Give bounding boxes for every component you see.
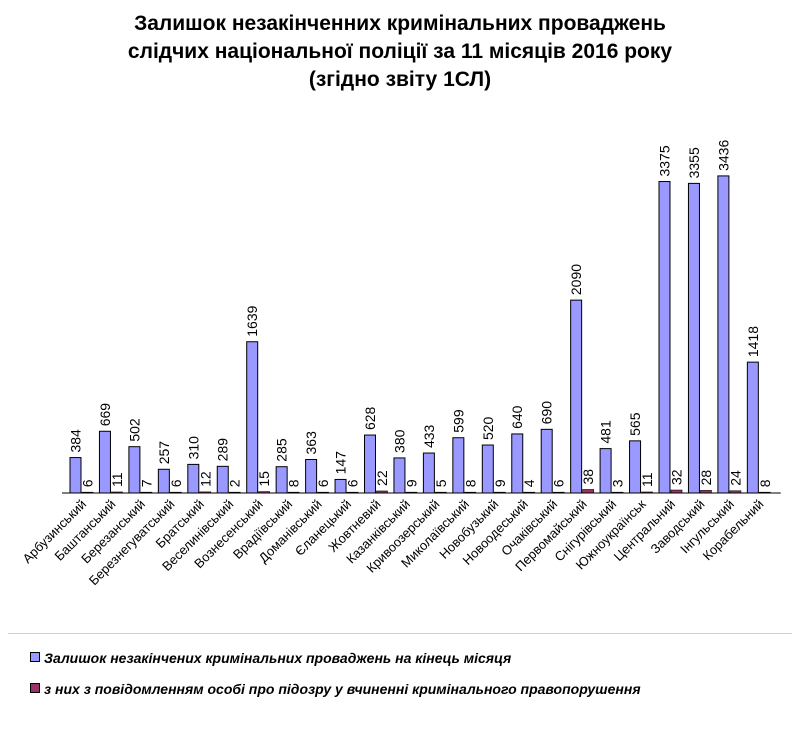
data-label-suspicion: 9 bbox=[403, 479, 419, 487]
data-label-remaining: 628 bbox=[362, 406, 378, 430]
data-label-remaining: 310 bbox=[185, 436, 201, 460]
data-label-suspicion: 11 bbox=[109, 472, 125, 487]
data-label-remaining: 2090 bbox=[568, 264, 584, 295]
data-label-remaining: 599 bbox=[450, 409, 466, 433]
data-label-suspicion: 24 bbox=[727, 470, 743, 486]
data-label-suspicion: 4 bbox=[521, 479, 537, 487]
bar-remaining bbox=[658, 181, 671, 494]
data-label-remaining: 1639 bbox=[244, 305, 260, 336]
bar-remaining bbox=[746, 361, 759, 494]
data-label-suspicion: 22 bbox=[374, 470, 390, 486]
data-label-suspicion: 28 bbox=[698, 470, 714, 486]
data-label-suspicion: 8 bbox=[462, 479, 478, 487]
data-label-remaining: 3355 bbox=[686, 147, 702, 178]
data-label-suspicion: 6 bbox=[345, 479, 361, 487]
legend-swatch-suspicion bbox=[30, 683, 40, 693]
data-label-remaining: 502 bbox=[126, 418, 142, 442]
data-label-remaining: 363 bbox=[303, 431, 319, 455]
data-label-suspicion: 9 bbox=[492, 479, 508, 487]
legend-label-remaining: Залишок незакінчених кримінальних провад… bbox=[44, 650, 512, 666]
data-label-remaining: 147 bbox=[333, 451, 349, 475]
legend-item-remaining: Залишок незакінчених кримінальних провад… bbox=[30, 650, 511, 666]
data-label-suspicion: 7 bbox=[138, 479, 154, 487]
data-label-suspicion: 6 bbox=[551, 479, 567, 487]
data-label-remaining: 669 bbox=[97, 403, 113, 427]
bar-remaining bbox=[570, 299, 583, 494]
data-label-remaining: 433 bbox=[421, 424, 437, 448]
legend: Залишок незакінчених кримінальних провад… bbox=[0, 633, 800, 729]
data-label-remaining: 640 bbox=[509, 405, 525, 429]
data-label-suspicion: 6 bbox=[315, 479, 331, 487]
title-line-3: (згідно звіту 1СЛ) bbox=[308, 68, 492, 91]
data-label-suspicion: 32 bbox=[669, 469, 685, 485]
data-label-remaining: 384 bbox=[68, 429, 84, 453]
data-label-suspicion: 12 bbox=[197, 471, 213, 487]
data-label-suspicion: 8 bbox=[757, 479, 773, 487]
data-label-remaining: 289 bbox=[215, 438, 231, 462]
data-label-remaining: 257 bbox=[156, 441, 172, 465]
data-label-remaining: 3436 bbox=[715, 140, 731, 171]
bar-suspicion bbox=[582, 489, 594, 494]
data-label-remaining: 285 bbox=[274, 438, 290, 462]
legend-divider bbox=[8, 633, 792, 634]
chart-title: Залишок незакінченних кримінальних прова… bbox=[0, 10, 800, 94]
legend-swatch-remaining bbox=[30, 652, 40, 662]
data-label-suspicion: 15 bbox=[256, 471, 272, 487]
data-label-remaining: 380 bbox=[391, 429, 407, 453]
data-label-remaining: 481 bbox=[598, 420, 614, 444]
title-line-2: слідчих національної поліції за 11 місяц… bbox=[127, 40, 673, 63]
data-label-suspicion: 6 bbox=[80, 479, 96, 487]
data-label-suspicion: 5 bbox=[433, 479, 449, 487]
title-line-1: Залишок незакінченних кримінальних прова… bbox=[134, 12, 666, 35]
data-label-suspicion: 6 bbox=[168, 479, 184, 487]
data-label-remaining: 690 bbox=[539, 401, 555, 425]
data-label-remaining: 1418 bbox=[745, 326, 761, 357]
bar-remaining bbox=[717, 175, 730, 494]
data-label-suspicion: 38 bbox=[580, 469, 596, 485]
bar-remaining bbox=[246, 341, 259, 494]
data-label-suspicion: 3 bbox=[610, 479, 626, 487]
legend-item-suspicion: з них з повідомленням особі про підозру … bbox=[30, 681, 641, 697]
bar-chart: 3846Арбузинський66911Баштанський5027Бере… bbox=[20, 140, 781, 588]
bar-remaining bbox=[687, 182, 700, 494]
data-label-suspicion: 2 bbox=[227, 479, 243, 487]
data-label-remaining: 565 bbox=[627, 412, 643, 436]
legend-label-suspicion: з них з повідомленням особі про підозру … bbox=[44, 681, 641, 697]
data-label-remaining: 520 bbox=[480, 416, 496, 440]
data-label-suspicion: 8 bbox=[286, 479, 302, 487]
data-label-suspicion: 11 bbox=[639, 472, 655, 487]
data-label-remaining: 3375 bbox=[657, 145, 673, 176]
